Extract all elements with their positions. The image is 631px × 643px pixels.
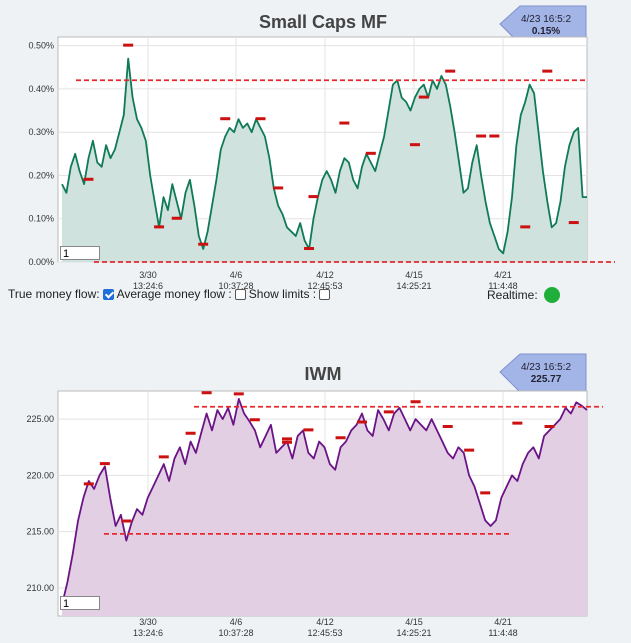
y-tick-label: 215.00	[26, 527, 54, 537]
true-money-flow-checkbox[interactable]	[102, 288, 114, 300]
event-marker[interactable]	[198, 242, 209, 246]
event-marker[interactable]	[158, 455, 169, 459]
x-tick-date: 4/12	[316, 270, 334, 280]
event-marker[interactable]	[365, 151, 376, 155]
x-tick-date: 4/21	[494, 617, 512, 627]
x-tick-time: 13:24:6	[133, 628, 163, 638]
x-tick-date: 3/30	[139, 617, 157, 627]
realtime-indicator: Realtime:	[487, 287, 560, 303]
event-marker[interactable]	[185, 431, 196, 435]
event-marker[interactable]	[445, 69, 456, 73]
iwm-price-chart: IWM 4/23 16:5:2 225.77 210.00 215.00 220.0…	[26, 353, 603, 638]
flow-controls: True money flow: Average money flow : Sh…	[8, 287, 331, 301]
y-tick-label: 0.30%	[28, 127, 54, 137]
series-area	[62, 58, 587, 262]
x-tick-date: 4/12	[316, 617, 334, 627]
event-marker[interactable]	[121, 519, 132, 523]
realtime-status-dot[interactable]	[543, 287, 560, 303]
average-money-flow-label: Average money flow :	[116, 287, 232, 301]
true-money-flow-label: True money flow:	[8, 287, 100, 301]
realtime-label: Realtime:	[487, 288, 538, 302]
event-marker[interactable]	[542, 69, 553, 73]
event-marker[interactable]	[303, 428, 314, 432]
y-tick-label: 225.00	[26, 414, 54, 424]
y-tick-label: 0.40%	[28, 84, 54, 94]
y-tick-label: 0.50%	[28, 41, 54, 51]
event-marker[interactable]	[464, 448, 475, 452]
x-tick-time: 14:25:21	[396, 281, 431, 290]
event-marker[interactable]	[480, 491, 491, 495]
y-tick-label: 0.00%	[28, 257, 54, 267]
event-marker[interactable]	[83, 482, 94, 486]
event-marker[interactable]	[171, 216, 182, 220]
badge-value: 0.15%	[532, 26, 560, 37]
x-tick-time: 11:4:48	[488, 628, 517, 638]
chart-badge: 4/23 16:5:2 225.77	[499, 353, 587, 393]
event-marker[interactable]	[339, 121, 350, 125]
event-marker[interactable]	[282, 440, 292, 444]
event-marker[interactable]	[520, 225, 531, 229]
event-marker[interactable]	[249, 418, 260, 422]
x-tick-date: 4/21	[494, 270, 512, 280]
event-marker[interactable]	[220, 117, 231, 121]
show-limits-label: Show limits :	[248, 287, 317, 301]
x-tick-time: 10:37:28	[218, 628, 253, 638]
zoom-input[interactable]: 1	[60, 596, 100, 610]
y-tick-label: 0.20%	[28, 170, 54, 180]
chart-title: IWM	[305, 364, 342, 384]
x-tick-time: 12:45:53	[307, 281, 342, 290]
event-marker[interactable]	[123, 43, 134, 47]
y-tick-label: 210.00	[26, 583, 54, 593]
zoom-input[interactable]: 1	[60, 246, 100, 260]
y-tick-label: 0.10%	[28, 214, 54, 224]
event-marker[interactable]	[154, 225, 165, 229]
event-marker[interactable]	[304, 247, 315, 251]
x-tick-time: 10:37:28	[218, 281, 253, 290]
event-marker[interactable]	[273, 186, 284, 190]
y-tick-label: 220.00	[26, 470, 54, 480]
event-marker[interactable]	[512, 421, 523, 425]
event-marker[interactable]	[544, 425, 555, 428]
x-tick-date: 4/6	[230, 270, 243, 280]
event-marker[interactable]	[201, 391, 212, 395]
event-marker[interactable]	[233, 392, 244, 396]
badge-time: 4/23 16:5:2	[521, 362, 571, 373]
event-marker[interactable]	[282, 437, 292, 441]
show-limits-checkbox[interactable]	[319, 288, 331, 300]
event-marker[interactable]	[357, 420, 367, 424]
event-marker[interactable]	[409, 143, 420, 147]
event-marker[interactable]	[83, 177, 94, 181]
event-marker[interactable]	[99, 462, 110, 466]
event-marker[interactable]	[335, 436, 346, 440]
event-marker[interactable]	[568, 221, 579, 225]
badge-time: 4/23 16:5:2	[521, 14, 571, 25]
series-line	[61, 57, 587, 255]
event-marker[interactable]	[489, 134, 500, 138]
event-marker[interactable]	[255, 117, 266, 121]
x-tick-time: 13:24:6	[133, 281, 163, 290]
money-flow-chart: Small Caps MF 4/23 16:5:2 0.15% 0.00% 0.1…	[28, 5, 615, 290]
x-tick-time: 12:45:53	[307, 628, 342, 638]
event-marker[interactable]	[476, 134, 487, 138]
event-marker[interactable]	[410, 400, 421, 404]
x-tick-date: 4/15	[405, 270, 423, 280]
x-tick-time: 14:25:21	[396, 628, 431, 638]
chart-title: Small Caps MF	[259, 12, 387, 32]
series-line	[61, 398, 588, 606]
event-marker[interactable]	[442, 425, 453, 428]
event-marker[interactable]	[383, 410, 394, 414]
x-tick-date: 4/6	[230, 617, 243, 627]
average-money-flow-checkbox[interactable]	[234, 288, 246, 300]
badge-value: 225.77	[531, 374, 562, 385]
x-tick-date: 4/15	[405, 617, 423, 627]
event-marker[interactable]	[418, 95, 429, 99]
event-marker[interactable]	[308, 195, 319, 199]
x-tick-date: 3/30	[139, 270, 157, 280]
x-tick-time: 11:4:48	[488, 281, 517, 290]
